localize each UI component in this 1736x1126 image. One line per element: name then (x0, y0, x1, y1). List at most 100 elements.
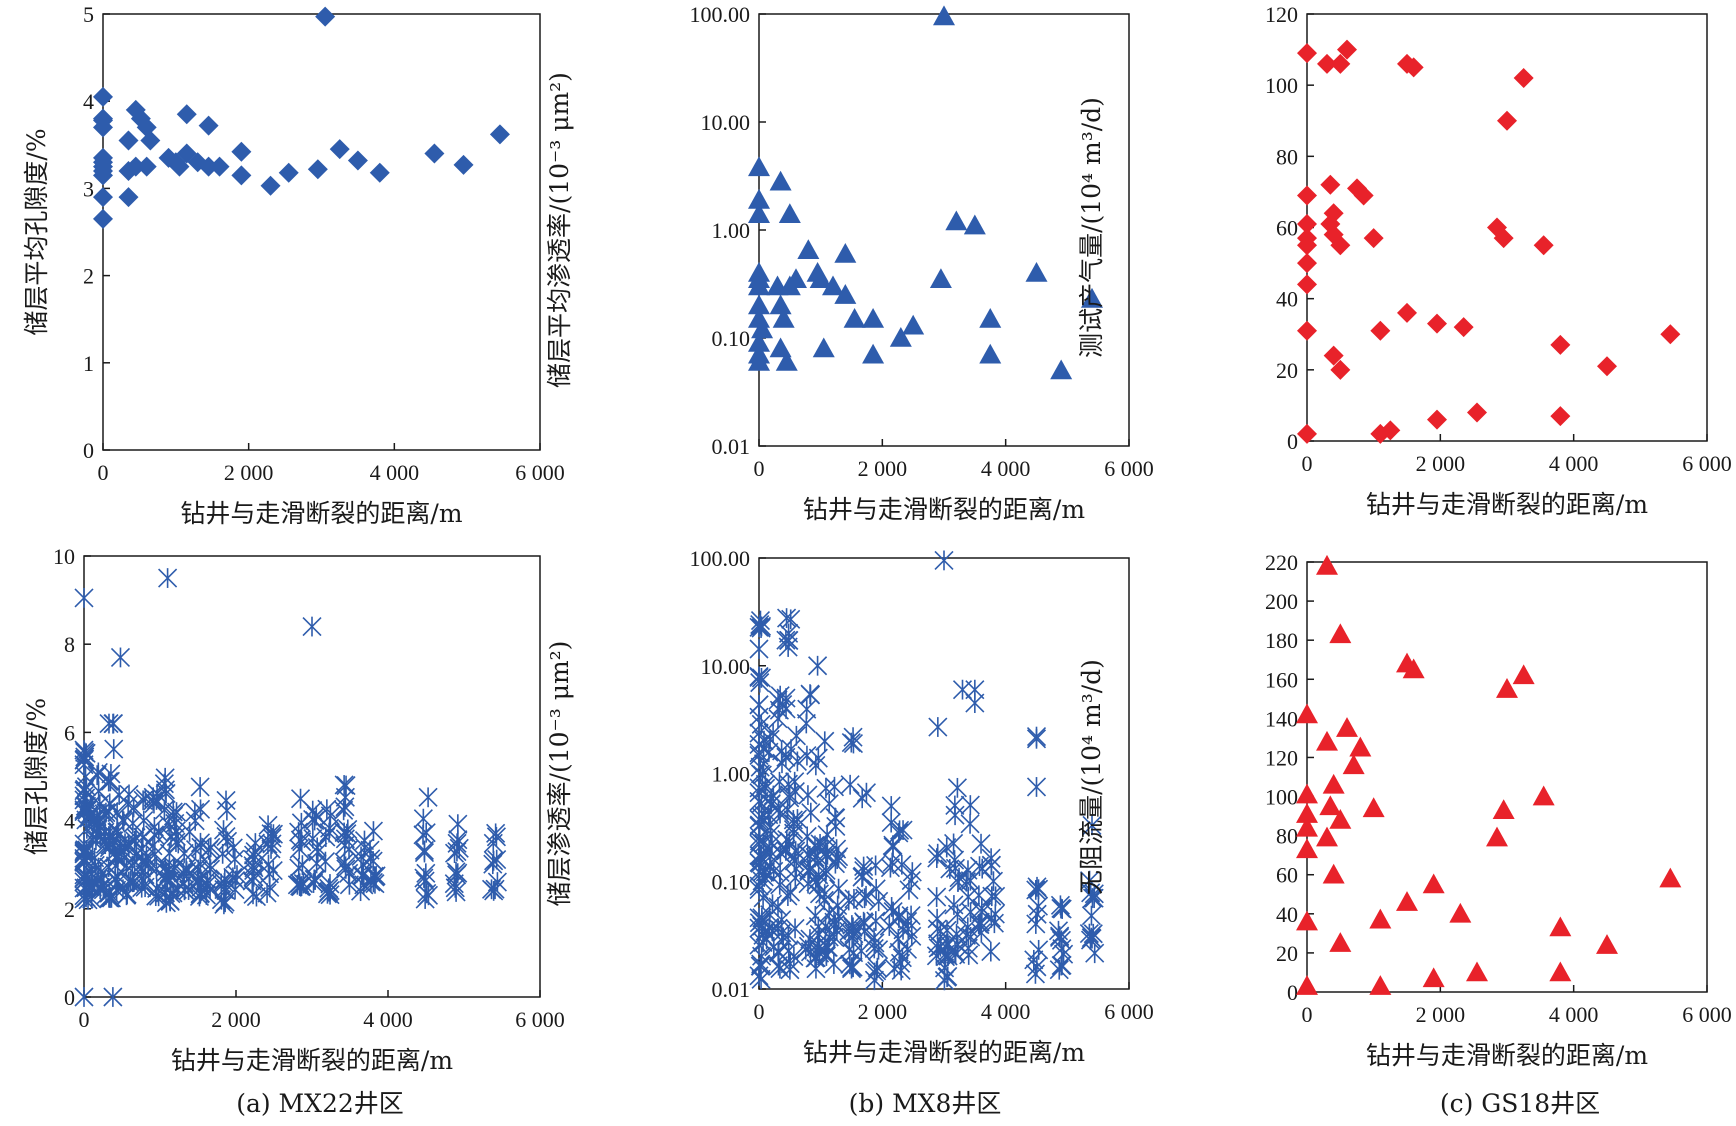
x-axis-title: 钻井与走滑断裂的距离/m (803, 495, 1085, 524)
data-point (303, 828, 323, 849)
data-point (748, 203, 770, 224)
data-point (880, 857, 900, 878)
data-point (748, 188, 770, 209)
data-point (260, 175, 281, 196)
data-point (1329, 623, 1352, 644)
data-point (448, 814, 468, 835)
y-tick-label: 60 (1276, 216, 1298, 241)
data-point (868, 939, 889, 960)
data-point (315, 851, 336, 872)
data-point (1048, 920, 1069, 941)
data-point (1296, 975, 1318, 995)
x-tick-label: 4 000 (981, 999, 1031, 1024)
data-point (862, 307, 885, 328)
data-point (806, 872, 826, 892)
data-point (223, 837, 243, 858)
data-point (840, 774, 860, 795)
data-point (263, 824, 284, 845)
data-point (933, 5, 955, 26)
data-point (244, 857, 264, 878)
data-point (75, 742, 95, 763)
data-point (1320, 174, 1341, 195)
plot-frame (758, 13, 1130, 447)
data-point (1533, 235, 1554, 256)
x-axis-title: 钻井与走滑断裂的距离/m (1366, 1041, 1648, 1070)
y-tick-label: 140 (1265, 706, 1298, 731)
data-point (1330, 235, 1351, 256)
data-point (778, 203, 801, 224)
data-point (937, 967, 957, 988)
data-point (103, 713, 123, 734)
data-point (1493, 228, 1514, 249)
data-point (965, 693, 985, 714)
chart-a-top: 0 2 000 4 000 6 000 0 1 2 3 4 5 钻井与走滑断裂的距离/m 储层平均孔隙… (22, 2, 565, 528)
data-point (1082, 815, 1102, 836)
x-axis-title: 钻井与走滑断裂的距离/m (1366, 490, 1648, 519)
data-point (1369, 975, 1392, 995)
data-point (780, 959, 800, 980)
data-point (1296, 910, 1318, 931)
data-point (815, 731, 835, 752)
data-point (289, 839, 309, 859)
data-point (901, 905, 921, 926)
x-tick-label: 2 000 (211, 1007, 261, 1032)
data-point (110, 647, 131, 668)
data-point (223, 867, 243, 888)
chart-a-bottom: 0 2 000 4 000 6 000 0 2 4 6 8 10 钻井与走滑断裂的距离/m 储层孔隙度… (22, 544, 565, 1075)
data-point (776, 747, 796, 768)
data-point (329, 139, 350, 160)
data-point (143, 790, 163, 811)
y-axis-title: 储层渗透率/(10⁻³ μm²) (545, 641, 574, 907)
data-point (1422, 873, 1445, 894)
data-point (1336, 717, 1358, 737)
data-point (1026, 777, 1047, 797)
data-point (1297, 423, 1317, 444)
data-point (960, 795, 980, 815)
data-point (1550, 334, 1571, 355)
data-point (768, 955, 789, 976)
y-tick-label: 0.10 (712, 326, 751, 351)
data-point (1492, 799, 1515, 820)
data-point (93, 187, 113, 208)
data-point (945, 210, 968, 231)
x-tick-label: 4 000 (1549, 1002, 1599, 1027)
data-point (748, 350, 770, 371)
data-point (1296, 783, 1318, 804)
data-point (143, 835, 163, 856)
data-point (134, 810, 154, 831)
data-point (748, 331, 770, 352)
y-tick-label: 100 (1265, 785, 1298, 810)
y-tick-label: 80 (1276, 824, 1298, 849)
data-point (163, 802, 183, 822)
data-point (1296, 703, 1318, 724)
data-point (760, 817, 780, 838)
data-point (1296, 838, 1318, 859)
data-point (413, 824, 433, 845)
data-point (216, 826, 236, 847)
data-point (416, 863, 436, 884)
y-tick-label: 8 (64, 632, 75, 657)
data-point (768, 708, 788, 729)
data-point (1026, 728, 1047, 749)
data-point (416, 822, 436, 843)
data-point (155, 779, 175, 800)
data-point (100, 771, 120, 792)
data-point (1496, 678, 1518, 698)
y-tick-label: 180 (1265, 628, 1298, 653)
data-point (1081, 905, 1102, 926)
caption-c: (c) GS18井区 (1440, 1089, 1600, 1118)
data-point (929, 268, 952, 289)
data-point (119, 784, 139, 805)
data-point (981, 941, 1001, 962)
data-point (176, 104, 197, 125)
data-point (1296, 816, 1318, 837)
data-point (902, 926, 922, 947)
data-point (481, 879, 502, 900)
data-point (958, 917, 978, 938)
data-point (93, 165, 113, 186)
data-point (944, 895, 964, 915)
data-point (1323, 203, 1344, 224)
data-point (320, 805, 340, 826)
data-point (902, 862, 922, 882)
data-point (336, 775, 356, 796)
